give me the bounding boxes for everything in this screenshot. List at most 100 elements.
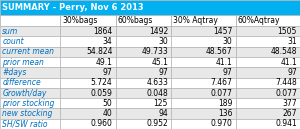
- Bar: [236, 78, 300, 88]
- Text: 1505: 1505: [278, 27, 297, 36]
- Bar: [236, 119, 300, 129]
- Bar: [60, 88, 116, 98]
- Text: 0.059: 0.059: [91, 88, 112, 98]
- Bar: [236, 15, 300, 26]
- Bar: [0, 88, 60, 98]
- Bar: [0, 57, 60, 67]
- Bar: [60, 47, 116, 57]
- Bar: [236, 108, 300, 119]
- Text: 0.952: 0.952: [146, 119, 168, 128]
- Bar: [236, 57, 300, 67]
- Text: 97: 97: [103, 68, 112, 77]
- Bar: [116, 108, 171, 119]
- Bar: [60, 67, 116, 78]
- Text: 49.733: 49.733: [141, 47, 168, 56]
- Bar: [0, 78, 60, 88]
- Bar: [0, 0, 300, 15]
- Text: difference: difference: [2, 78, 41, 87]
- Text: 31: 31: [287, 37, 297, 46]
- Bar: [60, 15, 116, 26]
- Bar: [60, 108, 116, 119]
- Text: 1457: 1457: [213, 27, 233, 36]
- Text: 54.824: 54.824: [86, 47, 112, 56]
- Bar: [171, 88, 236, 98]
- Text: 7.467: 7.467: [211, 78, 232, 87]
- Text: 49.1: 49.1: [96, 58, 112, 67]
- Text: prior mean: prior mean: [2, 58, 44, 67]
- Bar: [0, 37, 60, 47]
- Bar: [0, 47, 60, 57]
- Text: 41.1: 41.1: [216, 58, 232, 67]
- Text: 7.448: 7.448: [275, 78, 297, 87]
- Text: 0.077: 0.077: [275, 88, 297, 98]
- Text: 48.548: 48.548: [271, 47, 297, 56]
- Text: 94: 94: [158, 109, 168, 118]
- Text: 189: 189: [218, 99, 232, 108]
- Text: 60%Aqtray: 60%Aqtray: [238, 16, 280, 25]
- Text: 97: 97: [287, 68, 297, 77]
- Bar: [171, 78, 236, 88]
- Bar: [171, 37, 236, 47]
- Text: 45.1: 45.1: [151, 58, 168, 67]
- Bar: [171, 15, 236, 26]
- Text: 267: 267: [283, 109, 297, 118]
- Bar: [171, 67, 236, 78]
- Text: 0.941: 0.941: [275, 119, 297, 128]
- Text: 97: 97: [158, 68, 168, 77]
- Bar: [116, 57, 171, 67]
- Bar: [60, 57, 116, 67]
- Text: #days: #days: [2, 68, 27, 77]
- Text: 5.724: 5.724: [91, 78, 112, 87]
- Bar: [116, 67, 171, 78]
- Bar: [0, 26, 60, 37]
- Bar: [0, 119, 60, 129]
- Text: 41.1: 41.1: [280, 58, 297, 67]
- Bar: [60, 119, 116, 129]
- Bar: [116, 15, 171, 26]
- Text: 0.077: 0.077: [211, 88, 232, 98]
- Bar: [236, 26, 300, 37]
- Text: 136: 136: [218, 109, 232, 118]
- Bar: [171, 108, 236, 119]
- Bar: [171, 26, 236, 37]
- Text: 125: 125: [154, 99, 168, 108]
- Bar: [171, 47, 236, 57]
- Bar: [236, 37, 300, 47]
- Bar: [236, 88, 300, 98]
- Bar: [60, 78, 116, 88]
- Bar: [116, 119, 171, 129]
- Text: 1864: 1864: [93, 27, 112, 36]
- Text: new stocking: new stocking: [2, 109, 53, 118]
- Text: 48.567: 48.567: [206, 47, 232, 56]
- Text: 377: 377: [282, 99, 297, 108]
- Text: 30%bags: 30%bags: [62, 16, 98, 25]
- Bar: [0, 15, 60, 26]
- Text: SUMMARY - Perry, Nov 6 2013: SUMMARY - Perry, Nov 6 2013: [2, 3, 144, 12]
- Bar: [0, 98, 60, 108]
- Text: 0.970: 0.970: [211, 119, 232, 128]
- Text: 50: 50: [103, 99, 112, 108]
- Bar: [171, 98, 236, 108]
- Bar: [60, 98, 116, 108]
- Bar: [236, 47, 300, 57]
- Text: current mean: current mean: [2, 47, 54, 56]
- Text: 1492: 1492: [149, 27, 168, 36]
- Bar: [60, 37, 116, 47]
- Text: 30: 30: [158, 37, 168, 46]
- Bar: [0, 67, 60, 78]
- Text: 0.048: 0.048: [146, 88, 168, 98]
- Bar: [116, 88, 171, 98]
- Text: 60%bags: 60%bags: [118, 16, 153, 25]
- Text: 0.960: 0.960: [91, 119, 112, 128]
- Text: count: count: [2, 37, 24, 46]
- Text: prior stocking: prior stocking: [2, 99, 55, 108]
- Bar: [171, 119, 236, 129]
- Text: sum: sum: [2, 27, 19, 36]
- Text: 34: 34: [103, 37, 112, 46]
- Text: Growth/day: Growth/day: [2, 88, 47, 98]
- Bar: [116, 37, 171, 47]
- Bar: [116, 47, 171, 57]
- Bar: [116, 98, 171, 108]
- Bar: [60, 26, 116, 37]
- Bar: [116, 78, 171, 88]
